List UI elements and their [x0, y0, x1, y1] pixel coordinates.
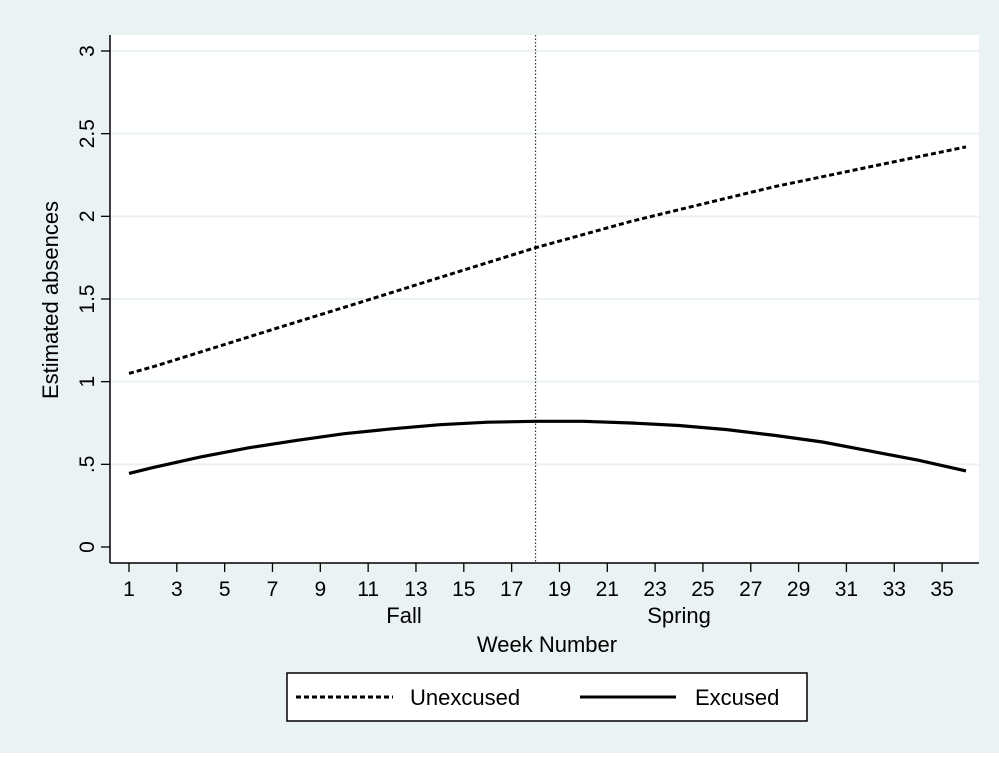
x-tick-label: 3: [171, 578, 183, 601]
x-tick-label: 33: [883, 578, 906, 601]
y-tick-label: 2: [76, 210, 99, 222]
x-tick-label: 11: [357, 578, 379, 601]
x-tick-label: 19: [548, 578, 571, 601]
y-tick-label: 1.5: [76, 284, 99, 313]
x-tick-label: 31: [835, 578, 858, 601]
x-tick-label: 29: [787, 578, 810, 601]
x-tick-label: 25: [691, 578, 714, 601]
x-tick-label: 17: [500, 578, 523, 601]
semester-label: Fall: [386, 603, 421, 628]
series-line-excused: [128, 419, 967, 475]
series-line-unexcused: [128, 145, 967, 375]
x-tick-label: 5: [219, 578, 231, 601]
x-tick-label: 35: [930, 578, 953, 601]
x-tick-label: 7: [267, 578, 279, 601]
y-axis-label: Estimated absences: [38, 201, 63, 399]
y-axis-ticks: 0 .5 1 1.5 2 2.5 3: [76, 45, 110, 553]
x-tick-label: 21: [596, 578, 619, 601]
x-tick-label: 15: [452, 578, 475, 601]
legend-label-unexcused: Unexcused: [410, 685, 520, 710]
x-tick-label: 1: [123, 578, 135, 601]
y-tick-label: 0: [76, 541, 99, 553]
x-tick-label: 27: [739, 578, 762, 601]
legend: Unexcused Excused: [286, 672, 808, 722]
x-axis-label: Week Number: [477, 632, 617, 657]
x-tick-label: 13: [404, 578, 427, 601]
legend-label-excused: Excused: [695, 685, 779, 710]
gridlines: [110, 50, 979, 466]
y-tick-label: .5: [76, 456, 99, 474]
semester-label: Spring: [647, 603, 711, 628]
y-tick-label: 2.5: [76, 119, 99, 148]
y-tick-label: 1: [76, 376, 99, 388]
y-tick-label: 3: [76, 45, 99, 57]
series-lines: [128, 145, 967, 475]
x-axis-ticks: 1 3 5 7 9 11 13 15 17 19 21 23 25 27 29 31 33 35: [123, 563, 954, 601]
legend-box: [286, 672, 808, 722]
x-tick-label: 23: [643, 578, 666, 601]
semester-labels: Fall Spring: [386, 603, 711, 628]
x-tick-label: 9: [314, 578, 326, 601]
